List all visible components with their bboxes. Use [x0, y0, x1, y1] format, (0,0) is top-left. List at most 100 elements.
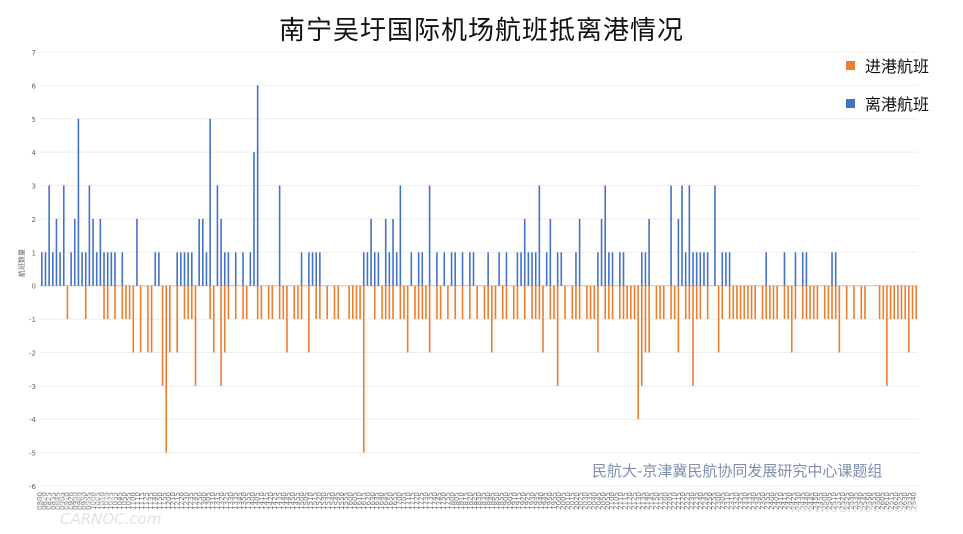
y-tick-label: 3: [32, 183, 36, 191]
x-tick-label: 2335: [746, 492, 754, 510]
x-tick-label: 1945: [542, 492, 550, 510]
x-tick-label: 2025: [577, 492, 585, 510]
x-tick-label: 1000: [89, 492, 97, 510]
x-tick-label: 2535: [852, 492, 860, 510]
x-tick-label: 2135: [639, 492, 647, 510]
legend-item-arrivals: 进港航班: [846, 46, 929, 84]
x-tick-label: 1905: [506, 492, 514, 510]
x-tick-label: 2605: [879, 492, 887, 510]
y-tick-label: 7: [32, 49, 36, 57]
x-tick-label: 2300: [715, 492, 723, 510]
y-tick-label: -3: [29, 383, 36, 391]
x-tick-label: 2140: [644, 492, 652, 510]
x-tick-label: 1540: [329, 492, 337, 510]
y-tick-label: -5: [29, 450, 36, 458]
x-tick-label: 1655: [391, 492, 399, 510]
x-tick-label: 0910: [63, 492, 71, 510]
x-tick-label: 2520: [839, 492, 847, 510]
x-tick-label: 2540: [857, 492, 865, 510]
x-tick-label: 2530: [848, 492, 856, 510]
y-tick-label: 1: [32, 249, 36, 257]
x-tick-label: 1900: [502, 492, 510, 510]
x-tick-label: 1415: [262, 492, 270, 510]
x-tick-label: 1610: [355, 492, 363, 510]
x-tick-label: 1425: [271, 492, 279, 510]
x-tick-label: 2525: [843, 492, 851, 510]
x-tick-label: 1110: [134, 492, 142, 510]
legend-label-arrivals: 进港航班: [865, 57, 930, 76]
x-tick-label: 2345: [755, 492, 763, 510]
x-tick-label: 1345: [236, 492, 244, 510]
x-tick-label: 1735: [426, 492, 434, 510]
legend-label-departures: 离港航班: [865, 95, 930, 114]
x-tick-label: 0940: [76, 492, 84, 510]
x-tick-label: 2220: [679, 492, 687, 510]
x-tick-label: 1920: [520, 492, 528, 510]
x-tick-label: 2620: [892, 492, 900, 510]
x-tick-label: 2400: [768, 492, 776, 510]
x-tick-label: 1515: [311, 492, 319, 510]
x-tick-label: 1620: [364, 492, 372, 510]
x-tick-label: 1825: [471, 492, 479, 510]
x-tick-label: 1845: [489, 492, 497, 510]
x-tick-label: 2515: [834, 492, 842, 510]
x-tick-label: 1250: [196, 492, 204, 510]
x-tick-label: 1925: [524, 492, 532, 510]
x-tick-label: 1355: [245, 492, 253, 510]
x-tick-label: 1400: [249, 492, 257, 510]
x-tick-label: 2450: [812, 492, 820, 510]
x-tick-label: 1025: [107, 492, 115, 510]
x-tick-label: 2510: [830, 492, 838, 510]
x-tick-label: 2420: [786, 492, 794, 510]
y-tick-label: -2: [29, 349, 36, 357]
x-tick-label: 1935: [533, 492, 541, 510]
x-tick-label: 1840: [484, 492, 492, 510]
x-tick-label: 2355: [763, 492, 771, 510]
x-tick-label: 2045: [595, 492, 603, 510]
x-tick-label: 0800: [36, 492, 44, 510]
x-tick-label: 2410: [777, 492, 785, 510]
x-tick-label: 1730: [422, 492, 430, 510]
x-tick-label: 2315: [728, 492, 736, 510]
x-tick-label: 2635: [905, 492, 913, 510]
x-tick-label: 1010: [98, 492, 106, 510]
legend-swatch-arrivals: [846, 60, 855, 70]
x-tick-label: 1505: [302, 492, 310, 510]
x-tick-label: 1450: [289, 492, 297, 510]
x-tick-label: 2455: [817, 492, 825, 510]
x-tick-label: 0820: [41, 492, 49, 510]
credit-text: 民航大-京津冀民航协同发展研究中心课题组: [592, 462, 883, 480]
x-tick-label: 2350: [759, 492, 767, 510]
x-tick-label: 1940: [537, 492, 545, 510]
x-tick-label: 1350: [240, 492, 248, 510]
x-tick-label: 1405: [254, 492, 262, 510]
x-tick-label: 1705: [400, 492, 408, 510]
x-tick-label: 1330: [227, 492, 235, 510]
x-tick-label: 1245: [191, 492, 199, 510]
x-tick-label: 1550: [338, 492, 346, 510]
x-tick-label: 1750: [440, 492, 448, 510]
chart-title: 南宁吴圩国际机场航班抵离港情况: [278, 16, 684, 46]
x-tick-label: 2055: [604, 492, 612, 510]
x-tick-label: 2310: [724, 492, 732, 510]
x-tick-label: 2000: [555, 492, 563, 510]
x-tick-label: 2225: [684, 492, 692, 510]
legend-swatch-departures: [846, 98, 855, 108]
x-tick-label: 2600: [874, 492, 882, 510]
x-tick-label: 1805: [453, 492, 461, 510]
x-tick-label: 2110: [617, 492, 625, 510]
x-tick-label: 2150: [653, 492, 661, 510]
x-tick-label: 2625: [896, 492, 904, 510]
x-tick-label: 2010: [564, 492, 572, 510]
x-tick-label: 1535: [324, 492, 332, 510]
x-tick-label: 0845: [54, 492, 62, 510]
x-tick-label: 1200: [165, 492, 173, 510]
y-tick-label: 5: [32, 116, 36, 124]
x-tick-label: 1015: [103, 492, 111, 510]
x-tick-label: 2155: [657, 492, 665, 510]
y-tick-label: -6: [29, 483, 37, 491]
x-tick-label: 1715: [409, 492, 417, 510]
x-tick-label: 1820: [466, 492, 474, 510]
x-tick-label: 2545: [861, 492, 869, 510]
x-tick-label: 2325: [737, 492, 745, 510]
